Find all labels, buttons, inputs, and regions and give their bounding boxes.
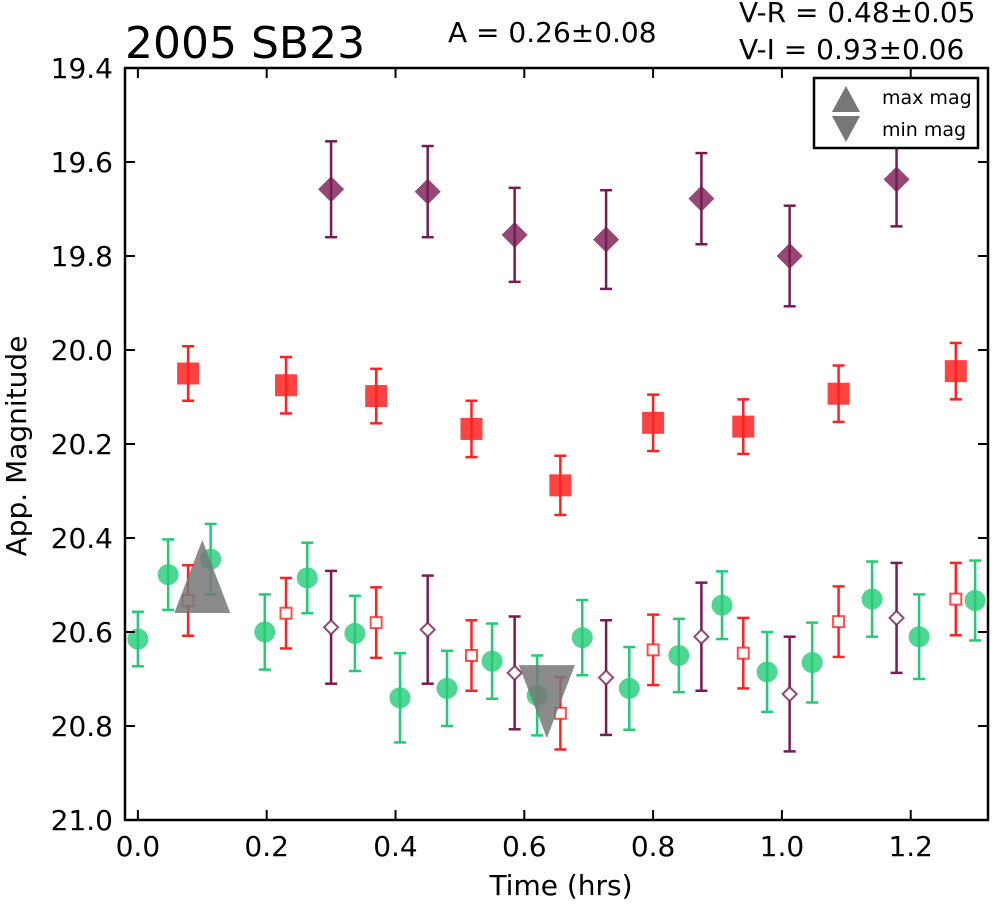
axes: 0.0 0.2 0.4 0.6 0.8 1.0 1.2 19.4 19.6 19.8 20.0 20.…	[51, 52, 990, 863]
x-axis-label: Time (hrs)	[488, 869, 632, 902]
data-point-s0-p17	[908, 626, 930, 648]
data-point-s0-p0	[127, 628, 149, 650]
y-tick-label-5: 20.4	[51, 522, 113, 555]
y-tick-label-4: 20.2	[51, 428, 113, 461]
x-tick-label-4: 0.8	[631, 830, 676, 863]
v-r-annotation: V-R = 0.48±0.05	[739, 0, 975, 29]
data-point-s0-p14	[756, 661, 778, 683]
data-point-s1-p4	[549, 474, 572, 497]
legend-max-mag-label: max mag	[882, 87, 972, 109]
data-point-s2-p3	[464, 649, 478, 662]
max-mag-legend-icon	[832, 86, 860, 112]
data-point-s3-p4	[688, 185, 715, 212]
data-point-s0-p18	[964, 590, 986, 612]
data-point-s3-p6	[883, 166, 910, 193]
data-point-s0-p5	[344, 622, 366, 644]
data-point-s0-p15	[801, 652, 823, 674]
y-tick-label-2: 19.8	[51, 240, 113, 273]
y-tick-label-7: 20.8	[51, 710, 113, 743]
data-point-s0-p4	[296, 567, 318, 589]
data-point-s1-p3	[460, 417, 483, 440]
data-point-s3-p1	[414, 178, 441, 205]
data-point-s2-p6	[736, 646, 750, 660]
y-tick-label-8: 21.0	[51, 804, 113, 837]
data-point-s0-p10	[571, 627, 593, 649]
legend: max mag min mag	[812, 76, 980, 150]
data-point-s4-p2	[506, 664, 524, 682]
data-point-s2-p2	[369, 616, 383, 630]
data-point-s2-p8	[949, 592, 963, 606]
legend-box	[812, 76, 980, 150]
x-tick-label-6: 1.2	[888, 830, 933, 863]
min-mag-legend-icon	[832, 116, 860, 142]
min-mag-marker	[518, 665, 575, 739]
x-tick-label-3: 0.6	[502, 830, 547, 863]
data-point-s0-p11	[618, 677, 640, 699]
plot-area	[127, 131, 986, 753]
data-point-s1-p7	[827, 382, 850, 405]
data-point-s0-p7	[436, 677, 458, 699]
data-point-s4-p6	[888, 609, 905, 627]
data-point-s1-p8	[944, 360, 967, 383]
data-point-s2-p7	[832, 615, 846, 629]
data-point-s0-p16	[861, 588, 883, 610]
data-point-s4-p4	[692, 628, 710, 646]
data-point-s2-p1	[279, 606, 293, 620]
data-point-s1-p1	[275, 374, 298, 397]
y-tick-label-0: 19.4	[51, 52, 113, 85]
max-mag-marker	[174, 540, 231, 613]
y-tick-label-3: 20.0	[51, 334, 113, 367]
data-point-s0-p13	[711, 594, 733, 616]
data-point-s0-p12	[668, 645, 690, 666]
x-tick-label-5: 1.0	[760, 830, 805, 863]
x-tick-label-2: 0.4	[373, 830, 418, 863]
data-point-s3-p0	[318, 176, 345, 203]
y-axis-label: App. Magnitude	[0, 336, 33, 557]
data-point-s4-p0	[322, 618, 340, 636]
x-tick-label-1: 0.2	[244, 830, 289, 863]
amplitude-annotation: A = 0.26±0.08	[448, 16, 657, 49]
data-point-s0-p8	[481, 650, 503, 672]
v-i-annotation: V-I = 0.93±0.06	[739, 33, 964, 66]
data-point-s0-p1	[157, 564, 179, 586]
y-tick-label-6: 20.6	[51, 616, 113, 649]
data-point-s2-p5	[646, 643, 660, 657]
data-point-s3-p2	[501, 221, 528, 248]
legend-min-mag-label: min mag	[882, 119, 966, 141]
y-tick-label-1: 19.6	[51, 146, 113, 179]
data-point-s4-p5	[781, 685, 799, 703]
data-point-s1-p0	[177, 362, 200, 385]
x-tick-label-0: 0.0	[116, 830, 161, 863]
data-point-s1-p6	[732, 415, 755, 438]
chart-title: 2005 SB23	[125, 18, 365, 69]
data-point-s0-p6	[389, 687, 411, 709]
data-point-s1-p2	[365, 385, 388, 408]
data-point-s3-p3	[593, 226, 620, 253]
data-point-s4-p1	[419, 621, 437, 639]
data-point-s4-p3	[597, 669, 615, 687]
data-point-s3-p5	[776, 243, 803, 269]
data-point-s1-p5	[642, 411, 665, 434]
data-point-s0-p3	[254, 621, 276, 643]
